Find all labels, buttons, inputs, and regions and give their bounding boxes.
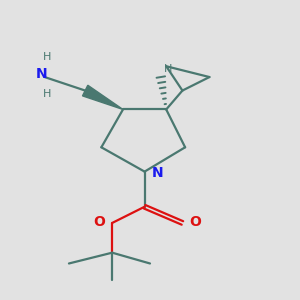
Text: O: O	[94, 214, 105, 229]
Text: H: H	[164, 64, 172, 74]
Text: O: O	[189, 214, 201, 229]
Text: H: H	[43, 89, 52, 99]
Text: N: N	[36, 67, 48, 81]
Text: H: H	[43, 52, 52, 62]
Polygon shape	[82, 85, 123, 110]
Text: N: N	[152, 166, 163, 180]
